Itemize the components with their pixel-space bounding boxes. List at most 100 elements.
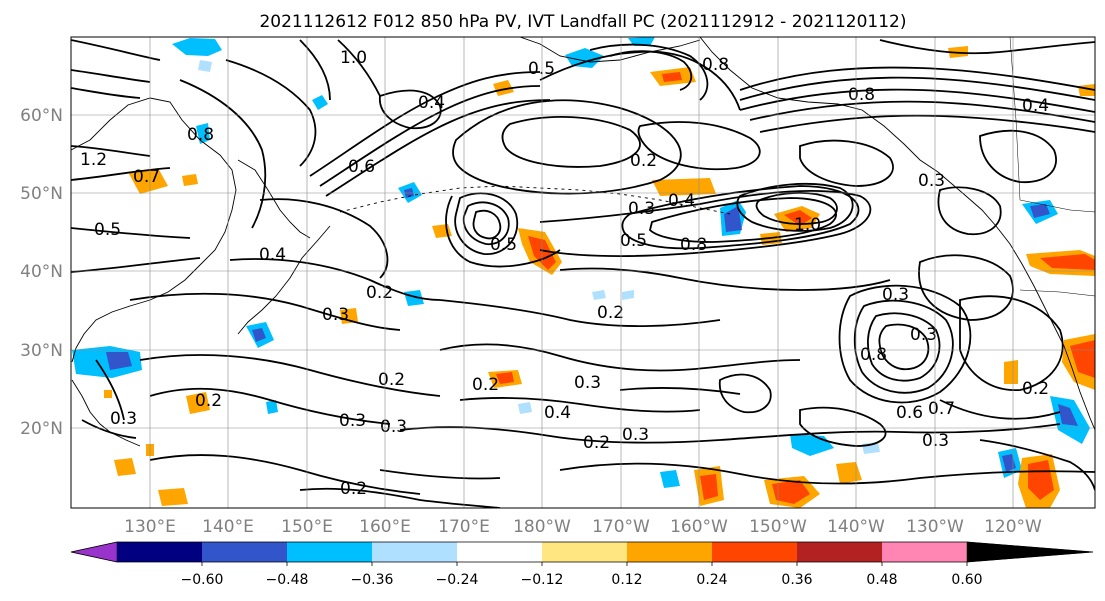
pv-contour [259,198,389,279]
colorbar-tick-label: −0.12 [521,572,564,588]
contour-label: 0.8 [860,345,887,365]
contour-label: 0.5 [620,231,647,251]
longitude-label: 150°W [749,517,807,537]
contour-label: 0.6 [896,403,923,423]
contour-label: 0.5 [490,235,517,255]
contour-label: 0.2 [597,303,624,323]
contour-label: 0.4 [418,93,445,113]
longitude-label: 140°W [827,517,885,537]
anomaly-patch [1028,460,1054,500]
pv-contour [139,354,441,397]
coastline-kamchatka [237,159,311,239]
anomaly-patch [700,474,718,500]
latitude-label: 30°N [20,341,63,361]
coastline-china [71,379,141,447]
colorbar-segment [202,542,287,562]
anomaly-patch [772,480,810,504]
figure-title: 2021112612 F012 850 hPa PV, IVT Landfall… [259,12,906,32]
graticule [71,37,1095,508]
pv-contour [71,39,161,61]
pv-contour [71,167,171,181]
anomaly-patch [172,38,222,56]
longitude-labels: 130°E 140°E 150°E 160°E 170°E 180°W 170°… [124,517,1042,537]
anomaly-patch [1004,360,1018,384]
longitude-label: 130°W [906,517,964,537]
pv-contour [95,359,125,421]
pv-contour [918,254,1014,321]
anomaly-patch [493,80,514,96]
anomaly-patch [114,458,136,476]
colorbar-tick-label: −0.24 [436,572,479,588]
anomaly-patch [312,95,328,110]
pv-contour [619,387,741,395]
colorbar-segment [797,542,882,562]
anomaly-patch [660,470,680,488]
pv-contour [71,145,151,157]
contour-label: 0.3 [910,325,937,345]
colorbar-segment [117,542,202,562]
longitude-label: 160°E [359,517,411,537]
anomaly-patch [186,392,210,414]
pv-contour [559,462,1095,485]
pv-contour [959,295,1064,391]
latitude-label: 40°N [20,262,63,282]
pv-contour [325,99,551,197]
colorbar: −0.60 −0.48 −0.36 −0.24 −0.12 0.12 0.24 … [70,541,1094,588]
colorbar-tick-label: −0.60 [181,572,224,588]
pv-contour [937,186,1002,236]
contour-label: 0.3 [918,171,945,191]
colorbar-tick-label: 0.48 [866,572,897,588]
anomaly-patch [404,290,424,306]
pv-contour [749,100,1095,123]
pv-contour [979,129,1057,183]
pv-contour [129,292,401,331]
contour-labels: 1.0 0.5 0.4 0.8 1.2 0.7 0.5 0.4 0.3 0.2 … [80,48,1049,499]
pv-contour [149,454,421,495]
border-canada-us [1009,37,1095,213]
pv-contour [501,115,641,168]
pv-contour [379,469,501,480]
contour-label: 0.3 [322,305,349,325]
pv-contour [589,43,709,101]
contour-label: 0.2 [1022,379,1049,399]
contour-label: 0.8 [848,85,875,105]
anomaly-patch [836,462,862,484]
pv-contour [71,257,201,273]
anomaly-patch [592,290,606,300]
pv-contour [149,387,391,425]
coastline-asia [71,97,237,363]
coastline-siberia [519,37,701,63]
pv-contour [445,195,561,268]
pv-contour [225,59,317,167]
pv-contour [539,190,872,257]
anomaly-patch [252,328,266,342]
pv-contour [337,39,381,97]
contour-label: 0.2 [472,375,499,395]
colorbar-segment [542,542,627,562]
pv-contour [799,406,887,447]
pv-contour [439,343,801,372]
anomaly-patch [1070,340,1095,378]
anomaly-patch [622,290,634,300]
contour-label: 0.4 [668,191,695,211]
colorbar-segment [712,542,797,562]
latitude-label: 50°N [20,184,63,204]
latitude-label: 60°N [20,106,63,126]
contour-label: 0.4 [544,403,571,423]
anomaly-patch [198,60,212,72]
longitude-label: 180°W [513,517,571,537]
pv-contours [71,39,1095,508]
pv-contour [229,258,441,301]
coastline-japan [237,225,331,335]
pv-contour [71,227,191,239]
contour-label: 0.8 [702,55,729,75]
contour-label: 0.3 [628,199,655,219]
longitude-label: 160°W [670,517,728,537]
anomaly-patch [106,352,132,370]
anomaly-patch [266,400,278,414]
pv-contour [309,71,541,177]
colorbar-segment [287,542,372,562]
pv-contour [439,299,721,327]
contour-label: 0.3 [339,411,366,431]
longitude-label: 140°E [202,517,254,537]
